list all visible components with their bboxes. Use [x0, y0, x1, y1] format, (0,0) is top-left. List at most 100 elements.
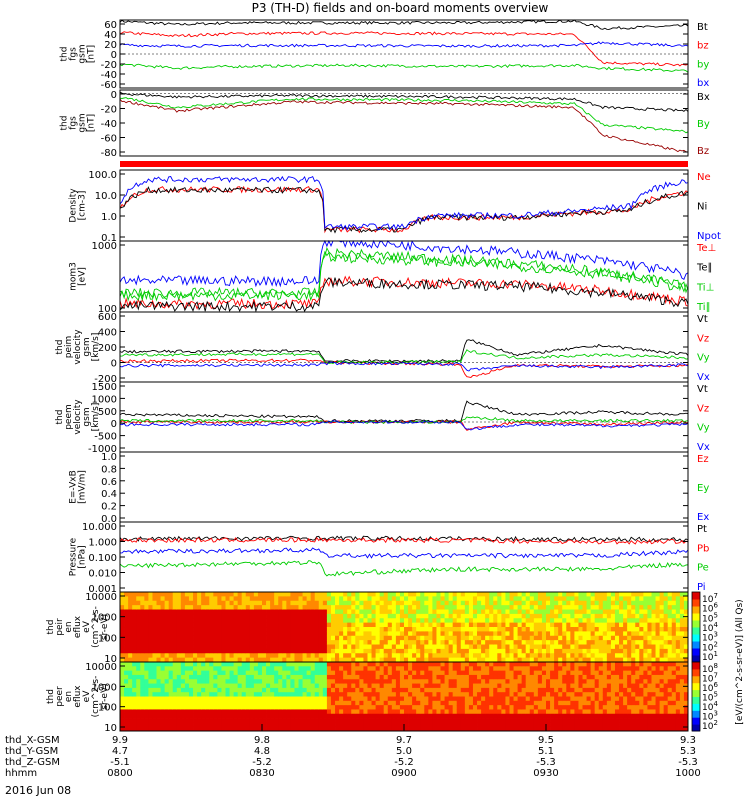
heatmap-cell [395, 692, 401, 697]
heatmap-cell [217, 648, 222, 654]
heatmap-cell [237, 709, 243, 715]
heatmap-cell [302, 644, 308, 650]
heatmap-cell [124, 726, 129, 732]
heatmap-cell [225, 627, 230, 632]
heatmap-cell [221, 670, 226, 676]
heatmap-cell [257, 644, 263, 650]
heatmap-cell [651, 713, 656, 719]
heatmap-cell [574, 700, 579, 706]
heatmap-cell [322, 600, 328, 606]
heatmap-cell [326, 679, 332, 684]
heatmap-cell [148, 631, 153, 637]
heatmap-cell [124, 592, 129, 597]
heatmap-cell [355, 700, 360, 706]
heatmap-cell [452, 622, 458, 628]
heatmap-cell [554, 635, 559, 641]
heatmap-cell [537, 709, 543, 715]
heatmap-cell [209, 635, 214, 641]
heatmap-cell [619, 683, 624, 689]
heatmap-cell [233, 648, 239, 654]
heatmap-cell [152, 622, 157, 628]
heatmap-cell [172, 592, 178, 597]
heatmap-cell [582, 713, 587, 719]
heatmap-cell [184, 679, 190, 684]
heatmap-cell [359, 648, 364, 654]
heatmap-cell [679, 653, 685, 659]
heatmap-cell [464, 596, 470, 602]
heatmap-cell [355, 627, 360, 632]
heatmap-cell [432, 696, 437, 702]
heatmap-cell [408, 687, 413, 693]
heatmap-cell [375, 618, 381, 624]
heatmap-cell [290, 609, 295, 615]
heatmap-cell [193, 718, 198, 723]
heatmap-cell [513, 600, 518, 606]
heatmap-cell [416, 605, 421, 610]
heatmap-cell [249, 653, 255, 659]
heatmap-cell [614, 592, 620, 597]
heatmap-cell [541, 670, 547, 676]
heatmap-cell [635, 592, 640, 597]
heatmap-cell [404, 722, 409, 728]
heatmap-cell [217, 627, 222, 632]
heatmap-cell [667, 679, 673, 684]
heatmap-cell [635, 648, 640, 654]
heatmap-cell [144, 718, 149, 723]
y-tick-label: -200 [94, 374, 117, 385]
heatmap-cell [180, 635, 186, 641]
heatmap-cell [578, 605, 583, 610]
heatmap-cell [566, 683, 571, 689]
legend-Vy: Vy [697, 353, 710, 364]
heatmap-cell [440, 635, 445, 641]
heatmap-cell [286, 635, 291, 641]
heatmap-cell [566, 670, 571, 676]
heatmap-cell [140, 609, 145, 615]
heatmap-cell [610, 609, 616, 615]
heatmap-cell [647, 696, 652, 702]
heatmap-cell [683, 653, 689, 659]
heatmap-cell [399, 653, 405, 659]
heatmap-cell [395, 687, 401, 693]
heatmap-cell [448, 613, 454, 619]
heatmap-cell [128, 666, 133, 672]
heatmap-cell [205, 618, 210, 624]
heatmap-cell [655, 605, 660, 610]
heatmap-cell [314, 718, 320, 723]
heatmap-cell [468, 666, 474, 672]
heatmap-cell [351, 662, 356, 667]
heatmap-cell [647, 596, 652, 602]
heatmap-cell [274, 653, 279, 659]
heatmap-cell [359, 679, 364, 684]
heatmap-cell [387, 705, 393, 710]
heatmap-cell [554, 666, 559, 672]
heatmap-cell [464, 622, 470, 628]
ephem-value: 5.1 [538, 746, 554, 757]
heatmap-cell [566, 609, 571, 615]
heatmap-cell [460, 679, 466, 684]
heatmap-cell [521, 596, 527, 602]
heatmap-cell [176, 613, 182, 619]
heatmap-cell [128, 687, 133, 693]
heatmap-cell [188, 679, 194, 684]
heatmap-cell [205, 679, 210, 684]
heatmap-cell [245, 722, 251, 728]
heatmap-cell [440, 700, 445, 706]
heatmap-cell [164, 726, 170, 732]
heatmap-cell [274, 713, 279, 719]
heatmap-cell [614, 709, 620, 715]
heatmap-cell [586, 622, 592, 628]
heatmap-cell [436, 653, 441, 659]
heatmap-cell [639, 635, 644, 641]
colorbar-segment [692, 627, 700, 635]
heatmap-cell [274, 696, 279, 702]
heatmap-cell [343, 726, 348, 732]
heatmap-cell [598, 596, 604, 602]
heatmap-cell [448, 605, 454, 610]
heatmap-cell [481, 705, 486, 710]
heatmap-cell [274, 718, 279, 723]
heatmap-cell [152, 692, 157, 697]
heatmap-cell [375, 709, 381, 715]
heatmap-cell [371, 718, 376, 723]
heatmap-cell [326, 609, 332, 615]
